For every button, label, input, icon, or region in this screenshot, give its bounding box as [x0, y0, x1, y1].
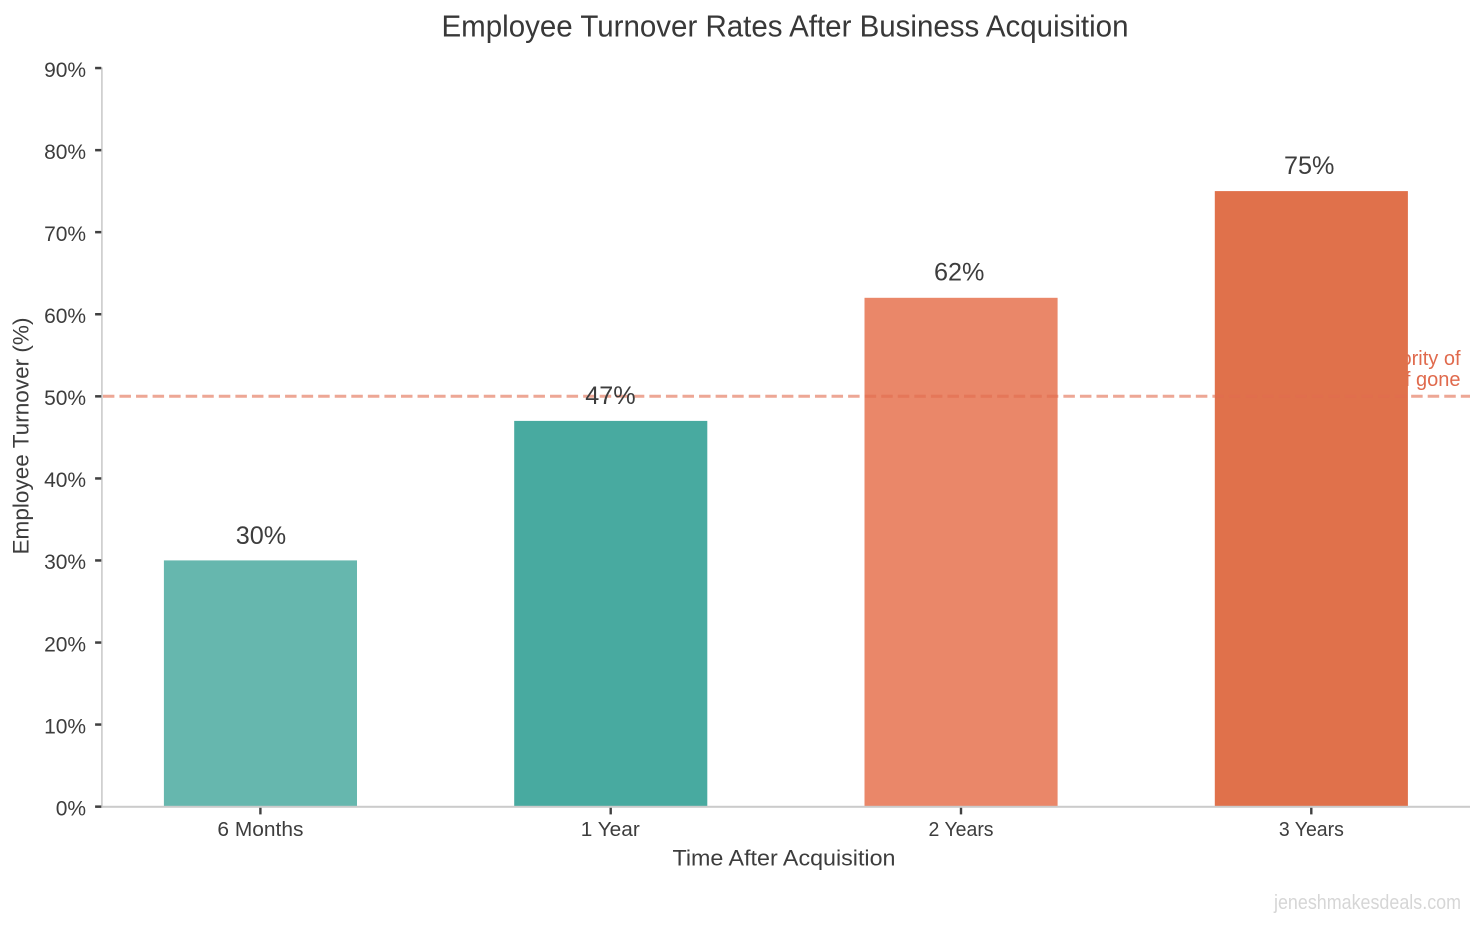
svg-text:40%: 40% [44, 469, 86, 492]
svg-text:70%: 70% [44, 223, 86, 246]
svg-text:1 Year: 1 Year [581, 819, 640, 841]
svg-text:0%: 0% [56, 797, 86, 820]
svg-text:2 Years: 2 Years [929, 819, 994, 841]
svg-text:Employee Turnover Rates After: Employee Turnover Rates After Business A… [442, 9, 1129, 44]
svg-text:20%: 20% [44, 633, 86, 656]
svg-text:30%: 30% [236, 522, 286, 550]
svg-text:10%: 10% [44, 715, 86, 738]
svg-text:90%: 90% [44, 59, 86, 82]
svg-text:jeneshmakesdeals.com: jeneshmakesdeals.com [1273, 892, 1461, 914]
svg-text:6 Months: 6 Months [217, 819, 303, 841]
svg-text:80%: 80% [44, 141, 86, 164]
svg-text:Time After Acquisition: Time After Acquisition [673, 845, 896, 870]
svg-text:75%: 75% [1284, 152, 1334, 180]
svg-text:60%: 60% [44, 305, 86, 328]
svg-text:62%: 62% [934, 259, 984, 287]
svg-text:47%: 47% [585, 382, 635, 410]
svg-text:3 Years: 3 Years [1279, 819, 1344, 841]
svg-text:30%: 30% [44, 551, 86, 574]
svg-text:Employee Turnover (%): Employee Turnover (%) [8, 318, 33, 555]
svg-text:50%: 50% [44, 387, 86, 410]
